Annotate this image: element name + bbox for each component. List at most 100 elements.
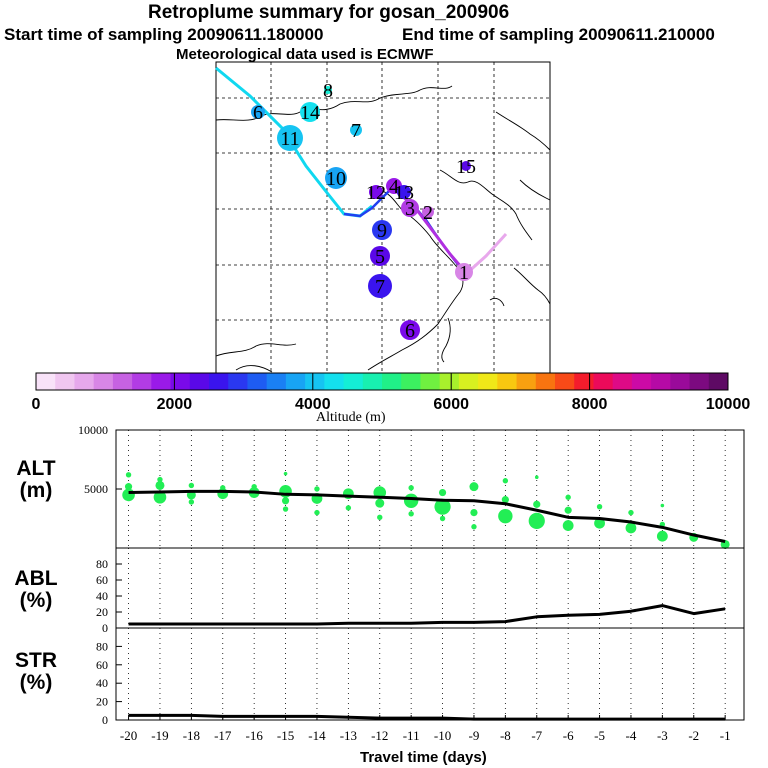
colorbar-swatch	[516, 373, 537, 390]
trajectory-point	[251, 105, 265, 119]
colorbar-swatch	[689, 373, 710, 390]
altitude-scatter-point	[625, 522, 637, 534]
trajectory-point-label: 3	[405, 198, 415, 220]
altitude-scatter-point	[469, 482, 479, 492]
met-data-label: Meteorological data used is ECMWF	[176, 46, 434, 63]
trajectory-point-label: 6	[253, 102, 263, 124]
colorbar-swatch	[612, 373, 633, 390]
y-tick-label: 10000	[78, 423, 108, 437]
end-time-label: End time of sampling 20090611.210000	[402, 25, 715, 44]
trajectory-point	[350, 124, 362, 136]
trajectory-point	[324, 86, 332, 94]
colorbar-swatch	[478, 373, 498, 390]
y-tick-label: 0	[102, 713, 108, 727]
trajectory-point	[397, 185, 411, 199]
trajectory-line-pink	[464, 232, 508, 276]
altitude-scatter-point	[155, 480, 165, 490]
altitude-scatter-point	[408, 511, 414, 517]
alt-title-top: ALT	[16, 457, 56, 480]
altitude-scatter-point	[660, 503, 665, 508]
altitude-scatter-point	[251, 483, 257, 490]
colorbar-swatch	[574, 373, 594, 390]
colorbar-swatch	[55, 373, 75, 390]
colorbar-swatch	[362, 373, 383, 390]
panel-frame	[115, 429, 745, 549]
x-tick-label: -17	[214, 728, 232, 743]
trajectory-point	[325, 167, 347, 189]
trajectory-point	[455, 263, 473, 281]
trajectory-point-label: 5	[375, 246, 385, 268]
colorbar-swatch	[209, 373, 229, 390]
altitude-scatter-point	[565, 494, 571, 500]
altitude-scatter-point	[153, 490, 167, 504]
map-frame	[215, 61, 551, 374]
colorbar-swatch	[305, 373, 325, 390]
altitude-scatter-point	[220, 485, 226, 491]
trajectory-point-label: 13	[394, 182, 414, 204]
colorbar-tick-label: 10000	[706, 396, 751, 413]
x-tick-label: -5	[594, 728, 605, 743]
x-tick-label: -11	[403, 728, 420, 743]
altitude-scatter-point	[501, 496, 509, 504]
colorbar-swatch	[266, 373, 287, 390]
altitude-scatter-point	[628, 509, 634, 516]
trajectory-point	[369, 185, 383, 199]
series-line	[128, 713, 726, 721]
colorbar-swatch	[708, 373, 729, 390]
colorbar-swatch	[382, 373, 402, 390]
trajectory-point	[422, 206, 434, 218]
abl-title-top: ABL	[14, 567, 58, 590]
altitude-scatter-point	[375, 498, 385, 508]
altitude-scatter-point	[564, 506, 572, 514]
x-tick-label: -8	[500, 728, 511, 743]
altitude-scatter-point	[408, 485, 414, 491]
colorbar-swatch	[420, 373, 441, 390]
trajectory-point-label: 10	[326, 168, 346, 190]
altitude-scatter-point	[188, 482, 195, 489]
x-tick-label: -15	[277, 728, 294, 743]
trajectory-point-label: 9	[377, 220, 387, 242]
y-tick-label: 80	[96, 557, 108, 571]
y-tick-label: 60	[96, 658, 108, 672]
x-axis-label: Travel time (days)	[360, 749, 487, 766]
colorbar-swatch	[535, 373, 556, 390]
colorbar-swatch	[439, 373, 460, 390]
colorbar-swatch	[324, 373, 345, 390]
x-tick-label: -6	[563, 728, 574, 743]
colorbar-swatch	[497, 373, 518, 390]
abl-axis-title: ABL (%)	[6, 568, 66, 612]
start-time-label: Start time of sampling 20090611.180000	[4, 25, 324, 44]
trajectory-point-label: 7	[351, 120, 361, 142]
trajectory-point-label: 11	[280, 128, 299, 150]
colorbar-tick-label: 4000	[295, 396, 331, 413]
altitude-scatter-point	[528, 512, 545, 529]
colorbar-swatch	[285, 373, 306, 390]
y-tick-label: 80	[96, 639, 108, 653]
panel-frame	[115, 627, 745, 721]
altitude-scatter-point	[656, 530, 668, 542]
str-axis-title: STR (%)	[6, 650, 66, 694]
y-tick-label: 5000	[84, 482, 108, 496]
x-tick-label: -13	[340, 728, 357, 743]
y-tick-label: 40	[96, 676, 108, 690]
trajectory-point	[401, 199, 419, 217]
x-tick-label: -10	[434, 728, 451, 743]
colorbar-label: Altitude (m)	[316, 410, 386, 425]
x-tick-label: -7	[531, 728, 542, 743]
trajectory-point	[368, 274, 392, 298]
trajectory-point-label: 7	[375, 276, 385, 298]
altitude-scatter-point	[282, 506, 289, 512]
altitude-scatter-point	[283, 471, 288, 476]
colorbar-swatch	[631, 373, 652, 390]
series-line	[128, 489, 726, 543]
altitude-scatter-point	[188, 499, 195, 505]
x-tick-label: -20	[120, 728, 137, 743]
colorbar-swatch	[170, 373, 191, 390]
x-tick-label: -12	[371, 728, 388, 743]
altitude-colorbar: 0 2000 4000 6000 8000 10000	[32, 372, 751, 413]
altitude-scatter-point	[594, 517, 605, 529]
